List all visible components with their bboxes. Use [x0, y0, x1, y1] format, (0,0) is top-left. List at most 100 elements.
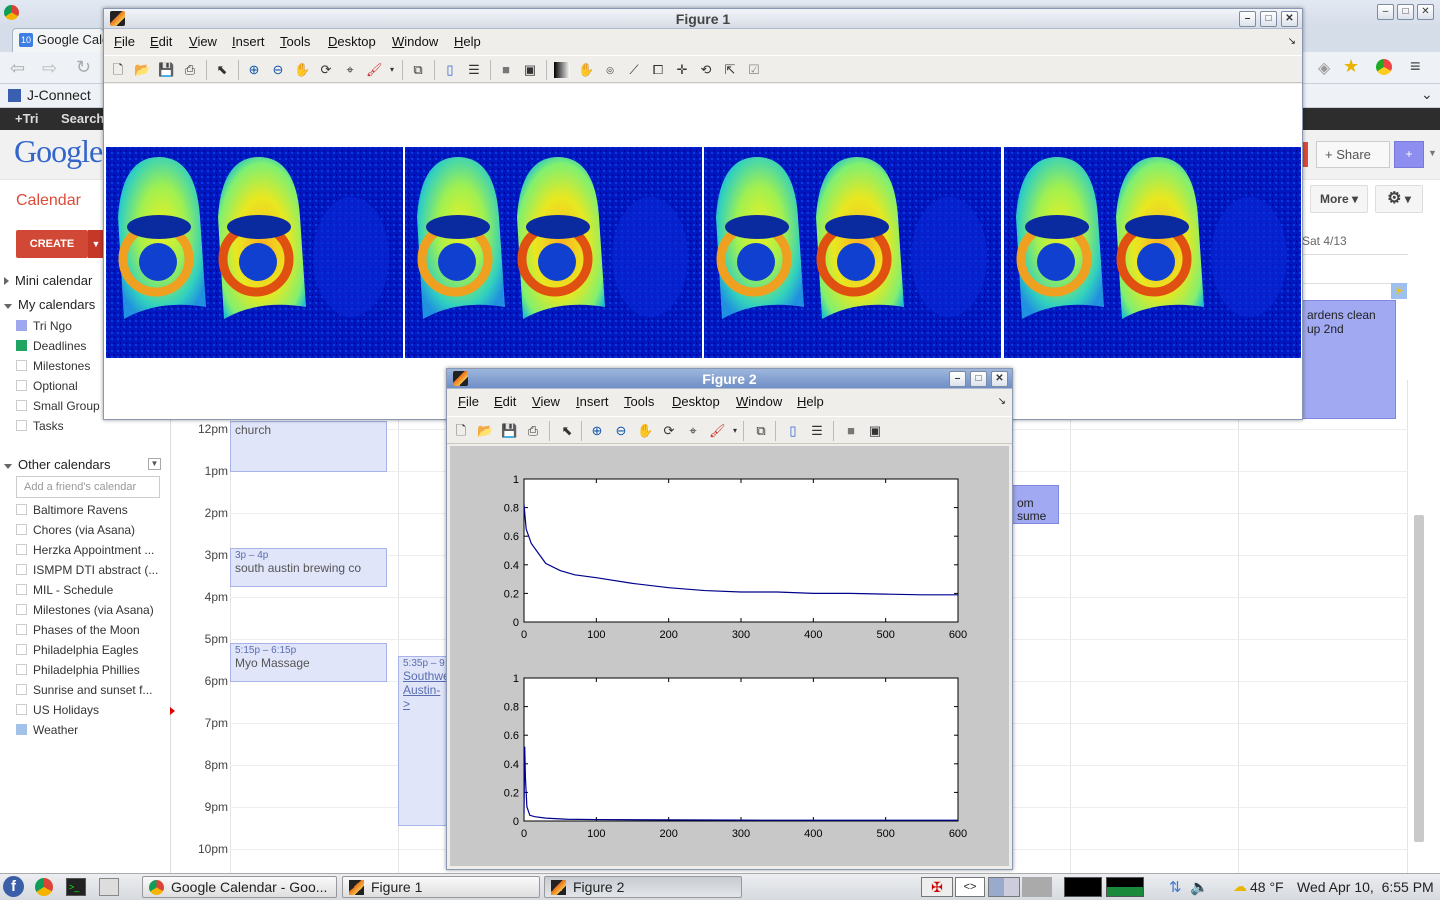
- pan-hand-icon[interactable]: ✋: [578, 62, 595, 77]
- workspace-switcher-2[interactable]: [1022, 877, 1052, 897]
- link-plot-icon[interactable]: ⧉: [756, 423, 766, 438]
- share-button[interactable]: + Share: [1316, 141, 1390, 168]
- save-icon[interactable]: 💾: [158, 62, 175, 77]
- tray-code-icon[interactable]: <>: [955, 877, 985, 897]
- create-dropdown-icon[interactable]: ▼: [88, 230, 104, 258]
- minimize-icon[interactable]: –: [1377, 4, 1394, 20]
- pan-icon[interactable]: ✋: [637, 423, 654, 438]
- calendar-color-swatch[interactable]: [16, 360, 27, 371]
- brush-icon[interactable]: 🖌: [366, 62, 383, 77]
- mini-calendar-toggle[interactable]: Mini calendar: [4, 273, 92, 288]
- other-calendars-menu-icon[interactable]: ▼: [148, 458, 161, 470]
- network-icon[interactable]: ⇅: [1169, 879, 1182, 896]
- taskbar-item-calendar[interactable]: Google Calendar - Goo...: [142, 876, 337, 898]
- forward-icon[interactable]: ⇨: [42, 58, 58, 78]
- zoom-out-icon[interactable]: ⊖: [615, 423, 627, 438]
- file-manager-icon[interactable]: [99, 878, 119, 896]
- menu-file[interactable]: File: [458, 394, 479, 409]
- calendar-color-swatch[interactable]: [16, 564, 27, 575]
- calendar-color-swatch[interactable]: [16, 684, 27, 695]
- maximize-icon[interactable]: □: [1260, 11, 1277, 27]
- extension-circle-icon[interactable]: [1376, 59, 1392, 75]
- chevron-down-icon[interactable]: ▼: [1428, 148, 1437, 158]
- notifications-button[interactable]: +: [1394, 141, 1424, 168]
- crop-icon[interactable]: ⧠: [652, 62, 664, 77]
- more-button[interactable]: More ▾: [1310, 185, 1368, 213]
- menu-desktop[interactable]: Desktop: [672, 394, 720, 409]
- menu-tools[interactable]: Tools: [624, 394, 655, 409]
- calendar-color-swatch[interactable]: [16, 584, 27, 595]
- menu-view[interactable]: View: [189, 34, 217, 49]
- taskbar-item-figure2[interactable]: Figure 2: [544, 876, 742, 898]
- roi-icon[interactable]: ◎: [606, 65, 614, 75]
- data-cursor-icon[interactable]: ⌖: [346, 62, 354, 77]
- chevron-down-icon[interactable]: ▾: [732, 426, 737, 435]
- menu-view[interactable]: View: [532, 394, 560, 409]
- calendar-item[interactable]: Baltimore Ravens: [16, 503, 158, 517]
- image-montage[interactable]: [104, 84, 1302, 419]
- hide-plot-tools-icon[interactable]: ■: [502, 62, 510, 77]
- day-header-sat[interactable]: Sat 4/13: [1302, 234, 1347, 248]
- minimize-icon[interactable]: –: [949, 371, 966, 387]
- calendar-color-swatch[interactable]: [16, 420, 27, 431]
- calendar-item[interactable]: Chores (via Asana): [16, 523, 158, 537]
- calendar-event-massage[interactable]: 5:15p – 6:15p Myo Massage: [230, 643, 387, 682]
- rotate-3d-icon[interactable]: ⟳: [663, 423, 675, 438]
- close-icon[interactable]: ✕: [1417, 4, 1434, 20]
- calendar-scrollbar[interactable]: [1414, 515, 1424, 842]
- clock[interactable]: Wed Apr 10, 6:55 PM: [1297, 879, 1434, 895]
- brush-icon[interactable]: 🖌: [709, 423, 726, 438]
- figure1-titlebar[interactable]: Figure 1 – □ ✕: [104, 9, 1302, 29]
- calendar-item[interactable]: Small Group: [16, 399, 158, 413]
- select-tool-icon[interactable]: ⇱: [724, 62, 736, 77]
- gbar-search-link[interactable]: Search: [61, 111, 105, 126]
- close-icon[interactable]: ✕: [991, 371, 1008, 387]
- menu-window[interactable]: Window: [392, 34, 439, 49]
- calendar-color-swatch[interactable]: [16, 644, 27, 655]
- calendar-item[interactable]: MIL - Schedule: [16, 583, 158, 597]
- create-button[interactable]: CREATE: [16, 230, 88, 258]
- print-icon[interactable]: ⎙: [527, 423, 539, 438]
- chevron-down-icon[interactable]: ▾: [389, 65, 394, 74]
- minimize-icon[interactable]: –: [1239, 11, 1256, 27]
- add-friend-input[interactable]: Add a friend's calendar: [16, 476, 160, 498]
- maximize-icon[interactable]: □: [970, 371, 987, 387]
- calendar-color-swatch[interactable]: [16, 504, 27, 515]
- open-file-icon[interactable]: 📂: [134, 62, 151, 77]
- menu-file[interactable]: File: [114, 34, 135, 49]
- show-plot-tools-icon[interactable]: ▣: [868, 423, 882, 438]
- calendar-color-swatch[interactable]: [16, 320, 27, 331]
- calendar-item[interactable]: Herzka Appointment ...: [16, 543, 158, 557]
- crosshair-icon[interactable]: ✛: [676, 62, 688, 77]
- colormap-icon[interactable]: [554, 62, 570, 78]
- my-calendars-toggle[interactable]: My calendars: [4, 297, 95, 312]
- dock-icon[interactable]: ↘: [997, 396, 1006, 407]
- calendar-color-swatch[interactable]: [16, 380, 27, 391]
- figure2-titlebar[interactable]: Figure 2 – □ ✕: [447, 369, 1012, 389]
- image-panel[interactable]: [1004, 147, 1301, 358]
- check-icon[interactable]: ☑: [748, 62, 760, 77]
- zoom-in-icon[interactable]: ⊕: [591, 423, 603, 438]
- calendar-item[interactable]: Deadlines: [16, 339, 158, 353]
- image-panel[interactable]: [704, 147, 1001, 358]
- tray-tool-icon[interactable]: ✠: [921, 877, 953, 897]
- new-figure-icon[interactable]: 🗋: [112, 62, 124, 77]
- menu-edit[interactable]: Edit: [150, 34, 173, 49]
- colorbar-icon[interactable]: ▯: [446, 62, 454, 77]
- close-icon[interactable]: ✕: [1281, 11, 1298, 27]
- menu-insert[interactable]: Insert: [232, 34, 265, 49]
- bookmark-star-icon[interactable]: ★: [1343, 56, 1360, 76]
- legend-icon[interactable]: ☰: [811, 423, 823, 438]
- edit-plot-icon[interactable]: ⬉: [561, 423, 573, 438]
- search-button[interactable]: [1300, 142, 1308, 167]
- menu-help[interactable]: Help: [797, 394, 824, 409]
- calendar-color-swatch[interactable]: [16, 624, 27, 635]
- calendar-item[interactable]: US Holidays: [16, 703, 158, 717]
- menu-window[interactable]: Window: [736, 394, 783, 409]
- maximize-icon[interactable]: □: [1397, 4, 1414, 20]
- calendar-color-swatch[interactable]: [16, 400, 27, 411]
- reload-icon[interactable]: ↻: [76, 57, 92, 77]
- zoom-out-icon[interactable]: ⊖: [272, 62, 284, 77]
- chrome-launcher-icon[interactable]: [35, 878, 53, 896]
- image-panel[interactable]: [106, 147, 403, 358]
